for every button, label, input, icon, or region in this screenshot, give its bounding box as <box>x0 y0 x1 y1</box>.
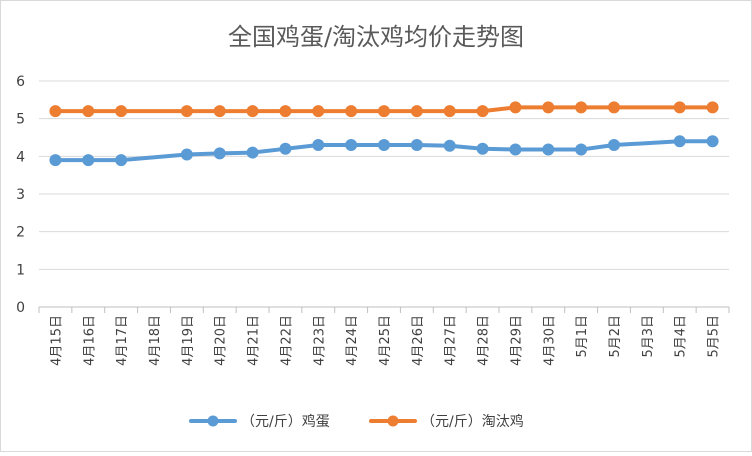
x-tick-label: 4月20日 <box>214 315 229 366</box>
data-point <box>49 154 62 167</box>
data-point <box>410 105 423 118</box>
data-point <box>476 142 489 155</box>
data-point <box>608 101 620 114</box>
series-layer <box>49 101 719 167</box>
data-point <box>509 101 522 114</box>
data-point <box>673 135 686 148</box>
x-tick-label: 5月5日 <box>707 315 722 358</box>
series-1 <box>49 135 719 167</box>
y-tick-label: 6 <box>16 74 25 90</box>
data-point <box>246 105 259 118</box>
data-point <box>180 105 193 118</box>
data-point <box>378 105 390 118</box>
y-tick-label: 1 <box>16 262 25 278</box>
data-point <box>82 154 95 167</box>
x-tick-label: 4月18日 <box>148 315 163 366</box>
data-point <box>312 105 325 118</box>
x-tick-label: 4月16日 <box>82 315 97 366</box>
x-tick-label: 4月26日 <box>411 315 426 366</box>
x-tick-label: 5月3日 <box>641 315 656 358</box>
data-point <box>378 139 390 152</box>
x-tick-label: 4月29日 <box>509 315 524 366</box>
data-point <box>673 101 686 114</box>
x-tick-label: 4月25日 <box>378 315 393 366</box>
x-tick-label: 4月28日 <box>477 315 492 366</box>
legend-label: （元/斤）淘汰鸡 <box>421 413 524 430</box>
data-point <box>312 139 325 152</box>
chart-title: 全国鸡蛋/淘汰鸡均价走势图 <box>228 23 524 51</box>
series-2 <box>49 101 719 118</box>
data-point <box>575 143 588 156</box>
data-point <box>410 139 423 152</box>
data-point <box>213 105 226 118</box>
data-point <box>345 139 358 152</box>
y-tick-label: 5 <box>16 112 25 128</box>
legend-item: （元/斤）鸡蛋 <box>189 413 330 430</box>
data-point <box>608 139 620 152</box>
x-tick-label: 4月22日 <box>279 315 294 366</box>
data-point <box>575 101 588 114</box>
x-tick-label: 4月27日 <box>444 315 459 366</box>
data-point <box>213 147 226 160</box>
y-tick-label: 0 <box>16 300 25 316</box>
data-point <box>115 105 128 118</box>
x-tick-label: 5月4日 <box>674 315 689 358</box>
y-tick-label: 4 <box>16 149 25 165</box>
data-point <box>180 148 193 161</box>
x-tick-label: 4月21日 <box>247 315 262 366</box>
data-point <box>542 143 555 156</box>
data-point <box>246 146 259 159</box>
data-point <box>542 101 555 114</box>
x-tick-label: 4月30日 <box>542 315 557 366</box>
x-tick-label: 4月19日 <box>181 315 196 366</box>
legend-marker <box>387 415 399 427</box>
y-tick-label: 3 <box>16 187 25 203</box>
data-point <box>115 154 128 167</box>
legend-item: （元/斤）淘汰鸡 <box>369 413 524 430</box>
data-point <box>706 135 719 148</box>
x-tick-label: 4月24日 <box>345 315 360 366</box>
x-axis: 4月15日 4月16日 4月17日 4月18日 4月19日 4月20日 4月21日 4月22日… <box>38 307 730 366</box>
x-tick-label: 4月17日 <box>115 315 130 366</box>
legend: （元/斤）鸡蛋 （元/斤）淘汰鸡 <box>189 413 524 430</box>
x-tick-label: 5月2日 <box>608 315 623 358</box>
data-point <box>706 101 719 114</box>
y-axis-ticks: 0 1 2 3 4 5 6 <box>16 74 25 316</box>
x-tick-label: 4月23日 <box>312 315 327 366</box>
legend-label: （元/斤）鸡蛋 <box>241 413 330 430</box>
data-point <box>509 143 522 156</box>
data-point <box>49 105 62 118</box>
y-tick-label: 2 <box>16 225 25 241</box>
data-point <box>476 105 489 118</box>
legend-marker <box>207 415 219 427</box>
x-tick-label: 4月15日 <box>49 315 64 366</box>
data-point <box>345 105 358 118</box>
data-point <box>82 105 95 118</box>
x-tick-label: 5月1日 <box>575 315 590 358</box>
data-point <box>279 142 292 155</box>
data-point <box>279 105 292 118</box>
data-point <box>443 139 456 152</box>
data-point <box>443 105 456 118</box>
